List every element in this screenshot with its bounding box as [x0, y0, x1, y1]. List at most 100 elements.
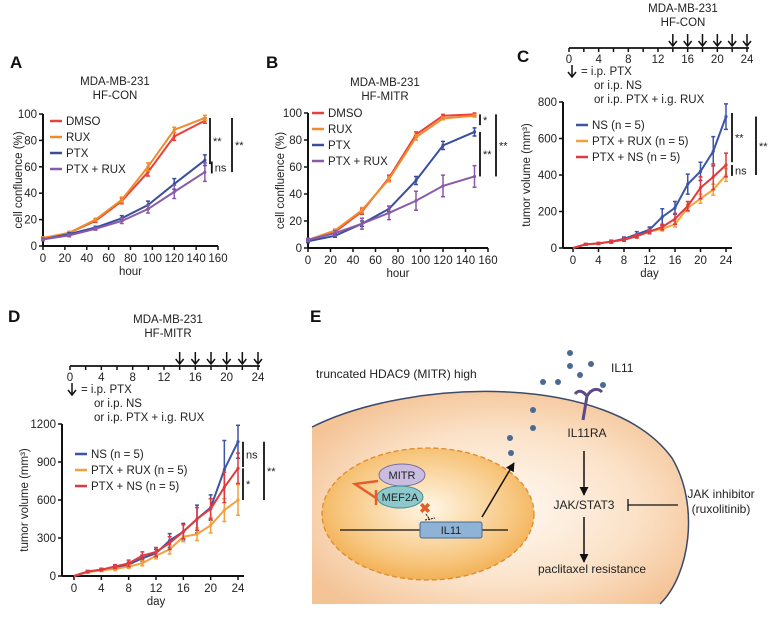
legend-label: PTX [66, 148, 89, 160]
data-point [222, 508, 226, 512]
data-point [203, 170, 207, 174]
y-tick-label: 60 [289, 162, 302, 174]
data-point [686, 204, 690, 208]
data-point [414, 135, 418, 139]
chart-title: MDA-MB-231 [133, 314, 203, 326]
il11-molecules [507, 350, 606, 456]
treatment-arrow-icon [697, 34, 708, 48]
y-tick-label: 900 [37, 457, 56, 469]
x-tick-label: 4 [595, 255, 602, 267]
series-ptx-ns-n-5- [572, 152, 728, 249]
timeline-tick-label: 4 [98, 372, 105, 384]
legend-label: RUX [328, 124, 353, 136]
treatment-arrow-icon [175, 352, 185, 366]
data-point [113, 564, 117, 569]
il11-ligand-label: IL11 [611, 361, 634, 375]
x-tick-label: 20 [324, 255, 337, 267]
treatment-arrow-icon [683, 34, 693, 48]
chart-b: MDA-MB-231 HF-MITR 0 20 40 60 80 100 0 20 40 60 80 10… [275, 77, 508, 280]
data-point [360, 222, 364, 226]
mitr-label: MITR [389, 470, 416, 482]
data-point [120, 219, 124, 223]
il11-gene-box [419, 521, 483, 539]
data-point [181, 530, 185, 534]
data-point [203, 116, 207, 120]
series-ptx-rux [306, 164, 477, 242]
chart-title: HF-MITR [144, 328, 191, 340]
timeline-tick-label: 24 [252, 372, 265, 384]
series-line [42, 171, 206, 241]
data-point [584, 242, 588, 246]
data-point [120, 198, 124, 202]
data-point [660, 225, 664, 229]
chart-title: MDA-MB-231 [350, 77, 420, 89]
data-point [673, 217, 677, 221]
chart-d: MDA-MB-231 HF-MITR 0 300 600 900 1200 0 4 8 12 16 20… [19, 314, 276, 608]
x-tick-label: 160 [208, 253, 227, 265]
x-axis-label: hour [119, 266, 142, 278]
panel-label-a: A [10, 53, 22, 72]
treatment-arrow-icon [190, 352, 200, 366]
legend-label: RUX [66, 132, 91, 144]
data-point [711, 175, 715, 179]
data-point [596, 241, 601, 246]
x-tick-label: 40 [80, 253, 93, 265]
significance-label: ns [215, 162, 227, 174]
legend-label: NS (n = 5) [592, 120, 645, 132]
data-point [41, 237, 45, 241]
x-tick-label: 60 [102, 253, 115, 265]
timeline-tick-label: 0 [566, 54, 572, 66]
x-tick-label: 20 [694, 255, 707, 267]
data-point [203, 158, 207, 162]
il11ra-receptor-icon [573, 387, 604, 421]
data-point [140, 554, 144, 558]
timeline-tick-label: 12 [652, 54, 665, 66]
data-point [93, 218, 98, 222]
data-point [93, 227, 98, 231]
cell-membrane [311, 390, 690, 605]
data-point [360, 208, 364, 212]
x-tick-label: 160 [478, 255, 497, 267]
treatment-arrow-icon [727, 34, 737, 48]
y-tick-label: 600 [37, 495, 56, 507]
x-axis-label: hour [386, 268, 409, 280]
x-tick-label: 0 [305, 255, 311, 267]
y-tick-label: 100 [18, 109, 37, 121]
panel-label-c: C [517, 47, 529, 66]
chart-title: MDA-MB-231 [648, 3, 718, 15]
x-tick-label: 4 [98, 583, 105, 595]
blocked-x-icon: ✖ [419, 500, 431, 516]
data-point [472, 174, 477, 179]
data-point [172, 134, 176, 139]
mef2a-label: MEF2A [382, 492, 419, 504]
panel-label-b: B [266, 53, 278, 72]
legend-label: DMSO [328, 108, 363, 120]
legend-label: NS (n = 5) [91, 449, 144, 461]
cell-label: truncated HDAC9 (MITR) high [316, 367, 477, 381]
treatment-note: = i.p. PTX [581, 66, 632, 78]
significance-label: ** [267, 466, 276, 478]
y-tick-label: 40 [24, 188, 37, 200]
x-tick-label: 24 [720, 255, 733, 267]
data-point [387, 211, 391, 215]
x-tick-label: 40 [347, 255, 360, 267]
significance-label: * [483, 115, 488, 127]
data-point [236, 440, 240, 444]
x-tick-label: 12 [643, 255, 656, 267]
y-tick-label: 80 [24, 135, 37, 147]
x-tick-label: 80 [392, 255, 405, 267]
x-axis-label: day [640, 268, 659, 280]
legend-label: PTX + RUX [66, 164, 126, 176]
legend-label: PTX [328, 140, 351, 152]
data-point [222, 485, 226, 489]
timeline-tick-label: 8 [129, 372, 135, 384]
data-point [222, 468, 226, 472]
x-tick-label: 140 [456, 255, 475, 267]
data-point [236, 498, 240, 502]
secretion-arrow [481, 462, 515, 518]
significance-label: ** [735, 133, 744, 145]
y-tick-label: 0 [31, 241, 37, 253]
data-point [472, 130, 477, 134]
timeline-tick-label: 12 [158, 372, 171, 384]
treatment-arrow-icon [567, 65, 577, 79]
